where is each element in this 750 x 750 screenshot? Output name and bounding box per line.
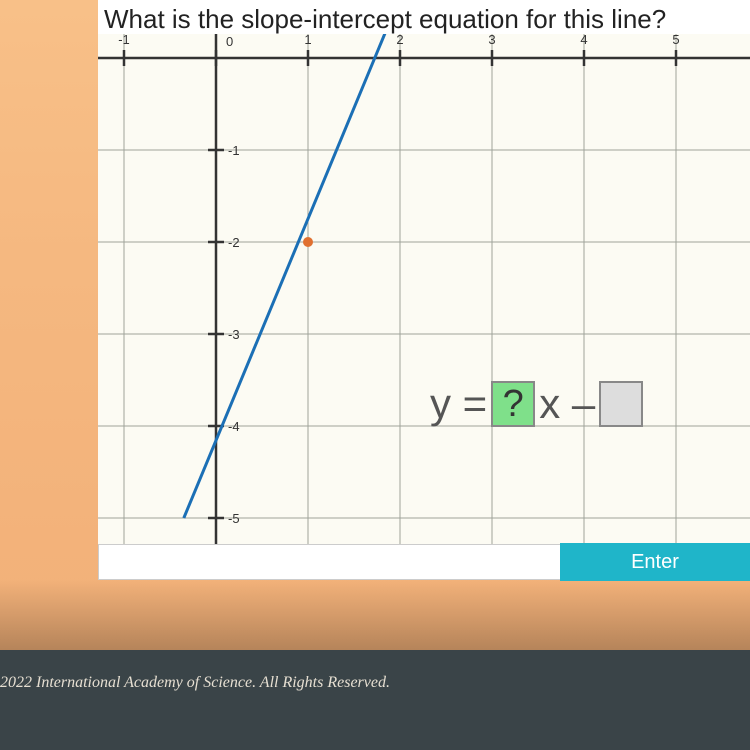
plotted-line [184, 34, 386, 518]
svg-text:0: 0 [226, 34, 233, 49]
svg-text:-3: -3 [228, 327, 240, 342]
graph-panel: -2-10123456-1-2-3-4-5 [98, 34, 750, 544]
highlight-point [303, 237, 313, 247]
svg-text:-4: -4 [228, 419, 240, 434]
slope-blank[interactable]: ? [491, 381, 535, 427]
intercept-blank[interactable] [599, 381, 643, 427]
svg-text:-5: -5 [228, 511, 240, 526]
graph-svg: -2-10123456-1-2-3-4-5 [98, 34, 750, 544]
svg-text:3: 3 [488, 34, 495, 47]
svg-text:-1: -1 [118, 34, 130, 47]
svg-text:1: 1 [304, 34, 311, 47]
question-text: What is the slope-intercept equation for… [104, 4, 666, 35]
svg-text:4: 4 [580, 34, 587, 47]
equation-template: y = ? x – [430, 380, 643, 428]
svg-text:2: 2 [396, 34, 403, 47]
copyright-text: 2022 International Academy of Science. A… [0, 674, 390, 692]
svg-text:-2: -2 [228, 235, 240, 250]
svg-text:-1: -1 [228, 143, 240, 158]
shadow [0, 580, 750, 650]
svg-text:5: 5 [672, 34, 679, 47]
enter-button[interactable]: Enter [560, 543, 750, 581]
eq-y: y = [430, 380, 487, 428]
eq-x-minus: x – [539, 380, 595, 428]
content-panel: What is the slope-intercept equation for… [0, 0, 750, 650]
